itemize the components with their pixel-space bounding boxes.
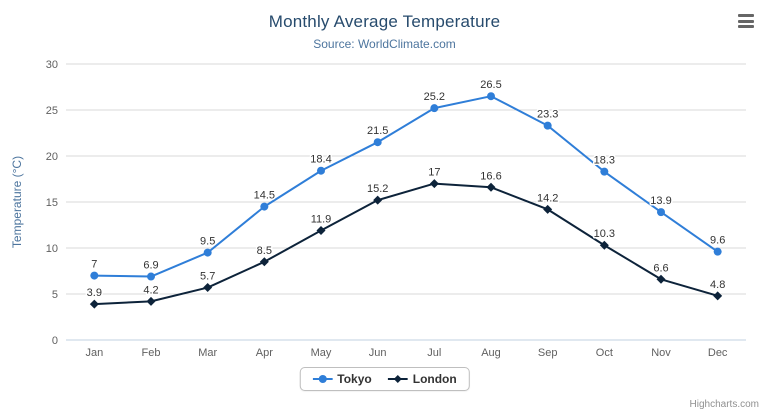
data-point-tokyo[interactable] bbox=[203, 248, 212, 257]
x-axis-label: May bbox=[311, 347, 332, 359]
data-label-london: 4.2 bbox=[143, 284, 158, 296]
chart-subtitle: Source: WorldClimate.com bbox=[313, 37, 456, 51]
legend-label: Tokyo bbox=[337, 372, 372, 386]
data-point-tokyo[interactable] bbox=[430, 104, 439, 113]
data-label-london: 5.7 bbox=[200, 271, 215, 283]
data-point-london[interactable] bbox=[316, 226, 326, 236]
x-axis-label: Feb bbox=[142, 347, 161, 359]
data-label-london: 17 bbox=[428, 167, 440, 179]
data-label-london: 16.6 bbox=[480, 170, 501, 182]
data-label-tokyo: 9.6 bbox=[710, 235, 725, 247]
data-point-tokyo[interactable] bbox=[600, 167, 609, 176]
data-label-london: 3.9 bbox=[87, 287, 102, 299]
hamburger-icon[interactable] bbox=[735, 12, 757, 30]
data-point-london[interactable] bbox=[429, 179, 439, 189]
x-axis-label: Mar bbox=[198, 347, 217, 359]
data-point-london[interactable] bbox=[486, 182, 496, 192]
data-point-tokyo[interactable] bbox=[657, 208, 665, 217]
legend-item-london[interactable]: London bbox=[387, 372, 457, 386]
data-label-tokyo: 6.9 bbox=[143, 260, 158, 272]
data-label-london: 6.6 bbox=[653, 262, 668, 274]
y-axis-label: 15 bbox=[46, 197, 58, 209]
data-label-tokyo: 13.9 bbox=[650, 195, 671, 207]
data-point-tokyo[interactable] bbox=[373, 138, 382, 147]
data-label-london: 14.2 bbox=[537, 192, 558, 204]
data-point-tokyo[interactable] bbox=[487, 92, 495, 101]
legend: Tokyo London bbox=[299, 367, 470, 391]
series-line-london bbox=[93, 182, 719, 306]
data-label-tokyo: 26.5 bbox=[480, 79, 501, 91]
y-axis-label: 10 bbox=[46, 243, 58, 255]
data-point-london[interactable] bbox=[203, 283, 213, 293]
data-label-tokyo: 9.5 bbox=[200, 236, 215, 248]
data-label-tokyo: 18.3 bbox=[594, 155, 615, 167]
data-label-tokyo: 21.5 bbox=[367, 125, 388, 137]
data-point-tokyo[interactable] bbox=[90, 271, 99, 280]
data-label-london: 4.8 bbox=[710, 279, 725, 291]
x-axis-label: Sep bbox=[538, 347, 558, 359]
data-label-tokyo: 14.5 bbox=[254, 190, 275, 202]
x-axis-label: Jan bbox=[85, 347, 103, 359]
credits-link[interactable]: Highcharts.com bbox=[689, 399, 759, 410]
data-point-london[interactable] bbox=[543, 204, 553, 214]
data-point-tokyo[interactable] bbox=[147, 272, 155, 281]
x-axis-label: Jun bbox=[369, 347, 387, 359]
data-point-tokyo[interactable] bbox=[543, 121, 552, 130]
x-axis-label: Apr bbox=[256, 347, 273, 359]
data-point-london[interactable] bbox=[146, 296, 156, 306]
x-axis-label: Aug bbox=[481, 347, 501, 359]
data-point-london[interactable] bbox=[89, 299, 99, 309]
data-label-tokyo: 18.4 bbox=[310, 154, 331, 166]
series-line-tokyo bbox=[93, 95, 719, 278]
data-label-london: 11.9 bbox=[311, 214, 332, 226]
legend-label: London bbox=[412, 372, 457, 386]
x-axis-label: Dec bbox=[708, 347, 728, 359]
y-axis-label: 0 bbox=[52, 335, 58, 347]
data-point-london[interactable] bbox=[259, 257, 269, 267]
hamburger-line bbox=[738, 25, 754, 28]
data-label-tokyo: 25.2 bbox=[424, 91, 445, 103]
chart-title: Monthly Average Temperature bbox=[268, 12, 501, 31]
data-point-tokyo[interactable] bbox=[713, 247, 722, 256]
hamburger-line bbox=[738, 14, 754, 17]
x-axis-label: Jul bbox=[427, 347, 441, 359]
legend-marker-diamond-icon bbox=[387, 375, 408, 383]
data-label-tokyo: 23.3 bbox=[537, 109, 558, 121]
y-axis-title: Temperature (°C) bbox=[10, 156, 24, 248]
y-axis-label: 5 bbox=[52, 289, 58, 301]
legend-item-tokyo[interactable]: Tokyo bbox=[312, 372, 372, 386]
data-label-tokyo: 7 bbox=[91, 259, 97, 271]
data-point-tokyo[interactable] bbox=[260, 202, 269, 211]
data-label-london: 15.2 bbox=[367, 183, 388, 195]
y-axis-label: 25 bbox=[46, 105, 58, 117]
hamburger-line bbox=[738, 19, 754, 23]
data-point-london[interactable] bbox=[373, 195, 383, 205]
data-point-tokyo[interactable] bbox=[317, 166, 325, 175]
x-axis-label: Oct bbox=[596, 347, 613, 359]
data-label-london: 8.5 bbox=[257, 245, 272, 257]
y-axis-label: 20 bbox=[46, 151, 58, 163]
data-point-london[interactable] bbox=[656, 274, 666, 284]
data-point-london[interactable] bbox=[599, 240, 609, 250]
data-point-london[interactable] bbox=[713, 291, 723, 301]
legend-marker-circle-icon bbox=[312, 375, 333, 383]
x-axis-label: Nov bbox=[651, 347, 671, 359]
y-axis-label: 30 bbox=[46, 59, 58, 71]
data-label-london: 10.3 bbox=[594, 228, 615, 240]
